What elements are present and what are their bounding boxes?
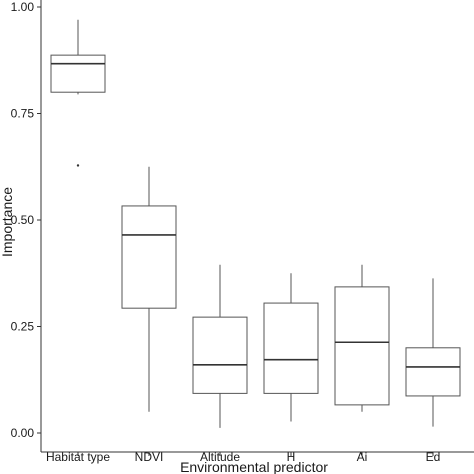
box-group [50, 19, 106, 167]
box-group [405, 278, 461, 427]
y-tick-label: 0.00 [11, 426, 35, 440]
outlier-point [76, 164, 80, 167]
box [334, 286, 390, 406]
box-group [192, 264, 248, 428]
y-tick-label: 0.25 [11, 320, 35, 334]
y-axis-title: Importance [0, 187, 15, 257]
x-tick-label: Altitude [200, 450, 240, 464]
box [50, 54, 106, 93]
axis-labels: 0.00 0.25 0.50 0.75 1.00 Habitat type NDVI Alti… [11, 0, 441, 464]
x-tick-label: H [287, 450, 296, 464]
box [263, 302, 319, 394]
y-tick-label: 1.00 [11, 0, 35, 14]
box [405, 347, 461, 397]
box [192, 316, 248, 394]
chart-marks [50, 19, 461, 428]
box-group [263, 273, 319, 422]
x-tick-label: Habitat type [46, 450, 110, 464]
y-tick-label: 0.50 [11, 213, 35, 227]
box-group [334, 264, 390, 412]
axes [37, 0, 474, 456]
box [121, 205, 177, 309]
x-axis-title: Environmental predictor [180, 459, 328, 474]
x-tick-label: Ed [426, 450, 441, 464]
box-group [121, 166, 177, 412]
x-tick-label: Ai [357, 450, 368, 464]
x-tick-label: NDVI [135, 450, 164, 464]
y-tick-label: 0.75 [11, 107, 35, 121]
